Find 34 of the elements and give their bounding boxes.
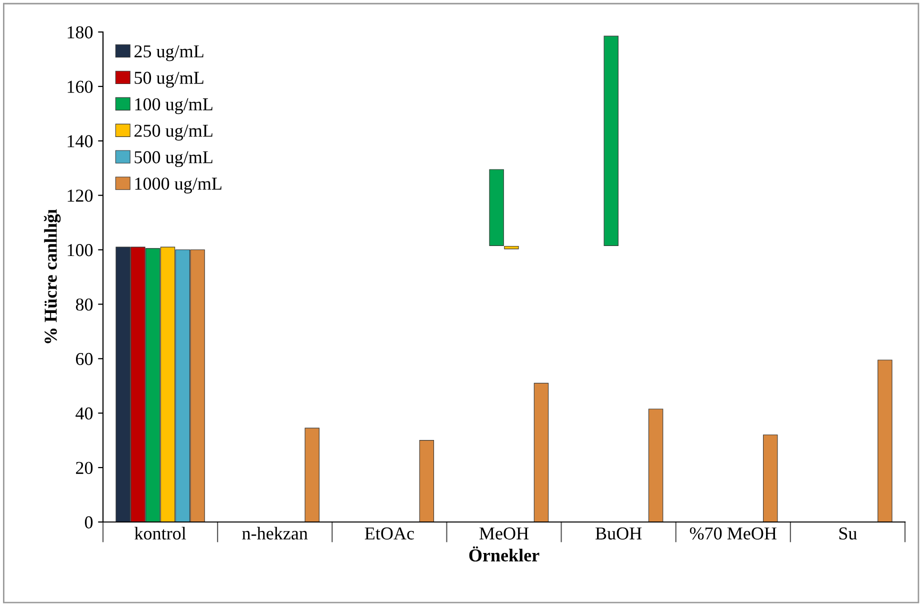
legend-label: 500 ug/mL (134, 151, 212, 168)
bar (534, 382, 549, 522)
bar (878, 360, 892, 522)
legend-label: 50 ug/mL (134, 72, 204, 88)
legend-label: 100 ug/mL (135, 98, 212, 114)
x-axis-title: Örnekler (469, 546, 540, 562)
y-tick-label: 140 (68, 135, 93, 148)
x-tick-label: n-hekzan (242, 526, 308, 540)
bar (763, 434, 778, 522)
legend-label: 25 ug/mL (134, 45, 204, 62)
y-tick-label: 40 (76, 407, 93, 420)
x-tick-label: Su (839, 527, 857, 540)
x-tick-label: %70 MeOH (690, 527, 776, 540)
y-tick-label: 0 (84, 516, 93, 528)
bar (489, 169, 504, 246)
y-tick-label: 60 (76, 352, 93, 366)
bar (604, 36, 618, 246)
bar (419, 440, 434, 522)
x-tick-label: BuOH (596, 527, 642, 540)
x-tick-label: EtOAc (364, 527, 414, 540)
y-tick-label: 160 (68, 80, 93, 93)
y-tick-label: 80 (76, 298, 93, 311)
bar (304, 428, 320, 522)
y-tick-label: 100 (68, 244, 93, 256)
y-tick-label: 20 (76, 462, 93, 474)
legend-label: 250 ug/mL (134, 124, 212, 141)
bar (504, 246, 519, 250)
x-tick-label: kontrol (134, 526, 186, 540)
y-tick-label: 180 (68, 26, 93, 38)
bar (648, 408, 664, 522)
x-tick-label: MeOH (479, 527, 529, 540)
y-tick-label: 120 (68, 190, 93, 202)
y-axis-title: % Hücre canlılığı (44, 209, 61, 344)
legend-label: 1000 ug/mL (135, 178, 222, 194)
